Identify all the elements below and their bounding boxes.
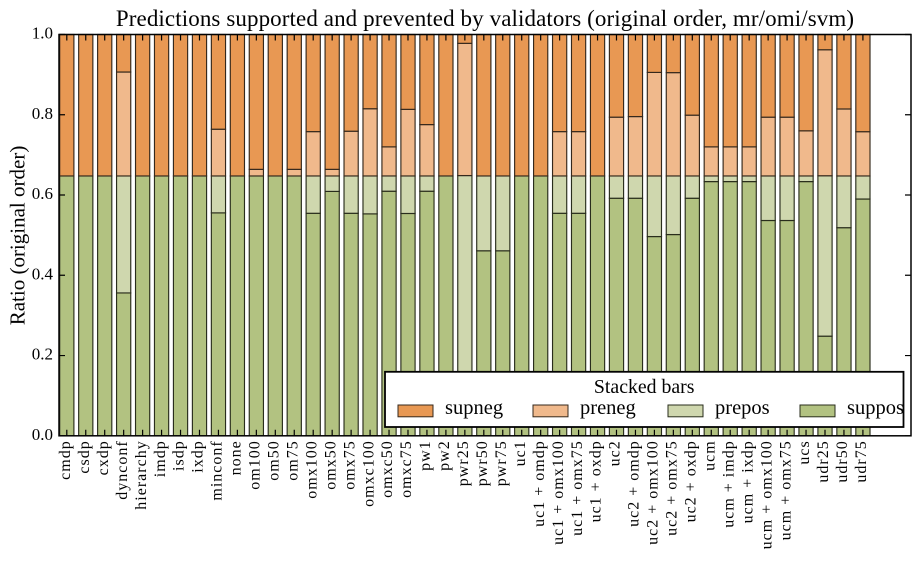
svg-text:uc2 + omdp: uc2 + omdp (626, 440, 643, 527)
svg-text:0.6: 0.6 (32, 184, 53, 203)
svg-text:Ratio (original order): Ratio (original order) (6, 146, 30, 326)
svg-text:suppos: suppos (847, 397, 904, 419)
svg-text:Predictions supported and prev: Predictions supported and prevented by v… (116, 6, 854, 31)
svg-text:0.4: 0.4 (32, 264, 54, 283)
svg-text:none: none (228, 440, 245, 475)
svg-text:pw1: pw1 (417, 440, 434, 471)
svg-text:isdp: isdp (171, 440, 188, 471)
svg-text:udr75: udr75 (853, 440, 870, 482)
svg-text:uc2 + omx100: uc2 + omx100 (645, 440, 662, 545)
svg-text:om75: om75 (284, 440, 301, 480)
svg-text:cxdp: cxdp (95, 440, 112, 475)
svg-text:uc2 + oxdp: uc2 + oxdp (683, 440, 700, 522)
svg-text:hierarchy: hierarchy (133, 440, 150, 509)
svg-text:pw2: pw2 (436, 440, 453, 471)
svg-text:udr25: udr25 (815, 440, 832, 482)
svg-text:0.8: 0.8 (32, 104, 53, 123)
svg-text:ucm + ixdp: ucm + ixdp (739, 440, 756, 523)
svg-text:ucm + omx100: ucm + omx100 (758, 440, 775, 549)
svg-text:om50: om50 (266, 440, 283, 480)
svg-text:ucs: ucs (796, 440, 813, 464)
svg-text:ucm: ucm (701, 440, 718, 471)
svg-text:uc1 + omx100: uc1 + omx100 (550, 440, 567, 545)
svg-text:cmdp: cmdp (57, 440, 74, 480)
svg-text:supneg: supneg (445, 397, 503, 419)
svg-text:1.0: 1.0 (32, 24, 53, 43)
svg-text:csdp: csdp (76, 440, 93, 473)
svg-text:preneg: preneg (580, 397, 636, 419)
svg-text:omxc100: omxc100 (360, 440, 377, 507)
svg-text:uc1 + oxdp: uc1 + oxdp (588, 440, 605, 522)
svg-text:omxc75: omxc75 (398, 440, 415, 498)
svg-text:pwr50: pwr50 (474, 440, 491, 486)
svg-text:uc1: uc1 (512, 440, 529, 466)
svg-text:minconf: minconf (209, 440, 226, 500)
svg-text:uc2: uc2 (607, 440, 624, 466)
svg-text:ucm + imdp: ucm + imdp (720, 440, 737, 527)
svg-text:pwr25: pwr25 (455, 440, 472, 486)
svg-text:pwr75: pwr75 (493, 440, 510, 486)
svg-text:ucm + omx75: ucm + omx75 (777, 440, 794, 540)
svg-text:omx75: omx75 (341, 440, 358, 489)
svg-text:uc2 + omx75: uc2 + omx75 (664, 440, 681, 536)
svg-text:udr50: udr50 (834, 440, 851, 482)
svg-text:dynconf: dynconf (114, 440, 131, 499)
svg-text:omx100: omx100 (303, 440, 320, 498)
svg-text:0.0: 0.0 (32, 425, 53, 444)
svg-text:om100: om100 (247, 440, 264, 489)
svg-text:imdp: imdp (152, 440, 169, 477)
svg-text:ixdp: ixdp (190, 440, 207, 472)
svg-text:prepos: prepos (715, 397, 770, 419)
svg-text:uc1 + omx75: uc1 + omx75 (569, 440, 586, 536)
svg-text:omx50: omx50 (322, 440, 339, 489)
svg-text:0.2: 0.2 (32, 345, 53, 364)
svg-text:omxc50: omxc50 (379, 440, 396, 498)
svg-text:Stacked bars: Stacked bars (594, 376, 695, 398)
svg-text:uc1 + omdp: uc1 + omdp (531, 440, 548, 527)
